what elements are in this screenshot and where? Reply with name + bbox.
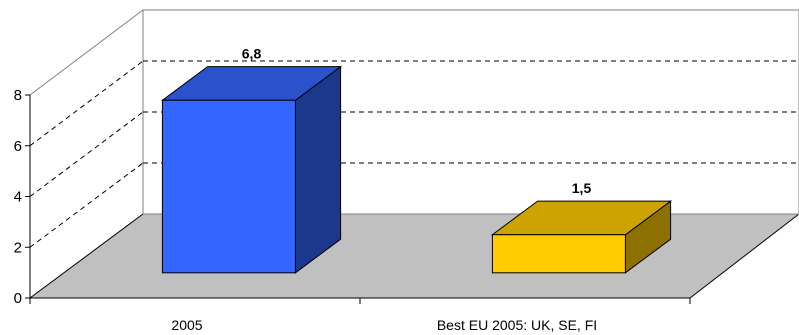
side-wall-top-edge [29, 9, 144, 96]
gridline-side-2 [29, 162, 144, 248]
floor [28, 213, 799, 299]
y-tick-label-4: 4 [14, 189, 22, 206]
labels: 6,8 1,5 0 2 4 6 8 2005 Best EU 2005: UK, SE, FI [14, 46, 597, 333]
bar-front [161, 99, 296, 274]
y-tick-label-8: 8 [14, 87, 22, 104]
chart-walls [28, 9, 799, 299]
data-label-0: 6,8 [242, 46, 262, 62]
bar-front [491, 234, 626, 274]
bars [160, 65, 673, 274]
bar-1 [490, 200, 673, 274]
y-tick-label-6: 6 [14, 138, 22, 155]
y-tick-label-2: 2 [14, 239, 22, 256]
gridline-side-4 [29, 111, 144, 197]
y-axis [25, 94, 691, 304]
category-label-0: 2005 [171, 317, 202, 333]
bar-0 [160, 65, 343, 274]
data-label-1: 1,5 [572, 180, 592, 196]
y-tick-label-0: 0 [14, 290, 22, 307]
category-label-1: Best EU 2005: UK, SE, FI [437, 317, 597, 333]
bar-side [294, 65, 342, 274]
gridline-side-6 [29, 60, 144, 147]
